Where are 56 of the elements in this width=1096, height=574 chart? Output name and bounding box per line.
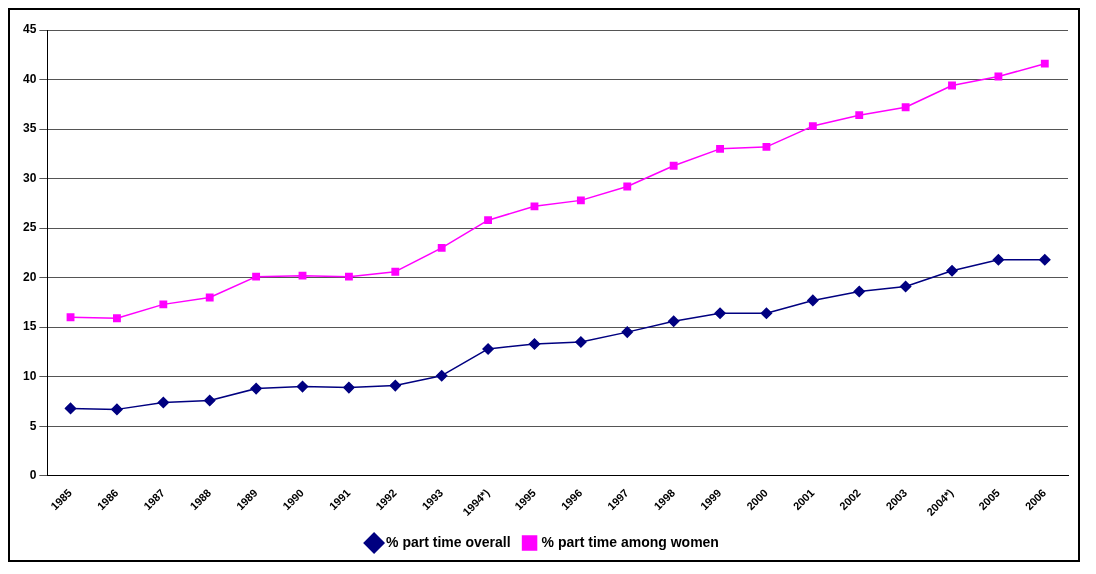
point bbox=[157, 396, 170, 409]
point bbox=[667, 315, 680, 327]
point bbox=[994, 72, 1003, 81]
y-tick-label: 0 bbox=[29, 468, 37, 483]
point bbox=[575, 336, 587, 348]
legend-label: % part time overall bbox=[386, 533, 511, 550]
point bbox=[391, 267, 400, 276]
point bbox=[899, 280, 912, 293]
point bbox=[855, 111, 864, 120]
point bbox=[435, 369, 448, 382]
point bbox=[621, 326, 634, 338]
point bbox=[437, 243, 446, 252]
point bbox=[484, 216, 493, 225]
point bbox=[576, 196, 585, 205]
point bbox=[343, 381, 355, 394]
point bbox=[992, 254, 1005, 266]
point bbox=[853, 285, 865, 298]
y-tick-label: 25 bbox=[22, 220, 37, 235]
point bbox=[203, 394, 216, 407]
point bbox=[901, 103, 910, 112]
point bbox=[762, 142, 771, 151]
point bbox=[250, 382, 262, 395]
point bbox=[252, 272, 261, 281]
point bbox=[669, 161, 678, 170]
point bbox=[1040, 59, 1049, 68]
point bbox=[113, 314, 121, 323]
point bbox=[111, 403, 123, 416]
point bbox=[344, 272, 353, 281]
point bbox=[623, 182, 632, 191]
point bbox=[807, 294, 819, 307]
y-tick-label: 35 bbox=[22, 121, 37, 136]
point bbox=[159, 300, 168, 309]
legend-label: % part time among women bbox=[541, 533, 719, 550]
point bbox=[530, 202, 539, 211]
point bbox=[948, 81, 956, 90]
y-tick-label: 15 bbox=[22, 319, 37, 334]
y-tick-label: 20 bbox=[22, 269, 37, 284]
point bbox=[714, 307, 726, 320]
point bbox=[298, 271, 307, 280]
point bbox=[296, 380, 309, 393]
point bbox=[66, 313, 75, 322]
y-tick-label: 40 bbox=[22, 71, 37, 86]
point bbox=[1039, 254, 1051, 266]
point bbox=[64, 402, 77, 415]
point bbox=[389, 379, 402, 392]
point bbox=[205, 293, 214, 302]
point bbox=[482, 343, 494, 355]
y-tick-label: 10 bbox=[22, 369, 37, 383]
y-tick-label: 45 bbox=[22, 22, 37, 37]
point bbox=[808, 122, 817, 131]
point bbox=[528, 338, 541, 350]
y-tick-label: 30 bbox=[22, 170, 37, 185]
y-tick-label: 5 bbox=[29, 418, 37, 433]
point bbox=[760, 307, 773, 320]
point bbox=[946, 264, 958, 277]
point bbox=[716, 144, 724, 153]
